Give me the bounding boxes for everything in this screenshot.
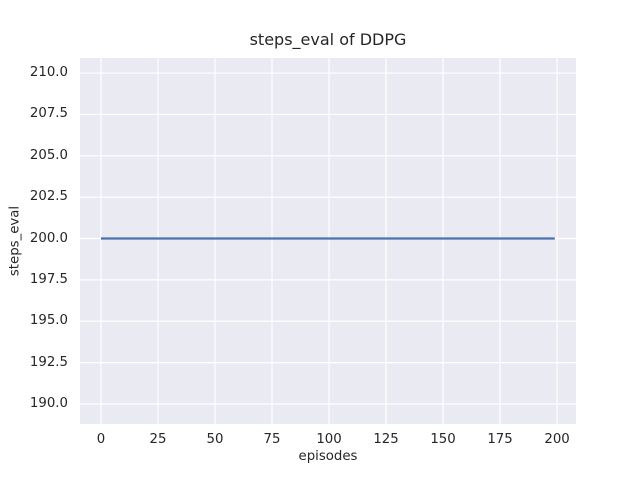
y-tick-label: 197.5 — [29, 271, 68, 287]
y-tick-label: 195.0 — [29, 313, 68, 329]
y-tick-label: 210.0 — [29, 65, 68, 81]
plot-area — [80, 58, 576, 424]
x-tick-label: 125 — [373, 432, 399, 447]
y-tick-label: 202.5 — [29, 189, 68, 205]
y-tick-label: 205.0 — [29, 147, 68, 163]
x-tick-label: 0 — [96, 432, 106, 447]
chart-title: steps_eval of DDPG — [249, 30, 407, 49]
y-tick-label: 200.0 — [29, 230, 68, 246]
x-tick-label: 150 — [430, 432, 456, 447]
x-tick-label: 50 — [206, 432, 224, 447]
x-tick-label: 100 — [316, 432, 342, 447]
plot-canvas — [80, 58, 576, 424]
x-tick-label: 25 — [149, 432, 167, 447]
x-tick-label: 175 — [487, 432, 513, 447]
y-tick-label: 190.0 — [29, 395, 68, 411]
y-tick-label: 207.5 — [29, 106, 68, 122]
x-axis-label: episodes — [298, 449, 358, 464]
y-tick-label: 192.5 — [29, 354, 68, 370]
y-axis-label: steps_eval — [7, 205, 23, 277]
x-tick-label: 75 — [263, 432, 281, 447]
x-tick-label: 200 — [544, 432, 570, 447]
